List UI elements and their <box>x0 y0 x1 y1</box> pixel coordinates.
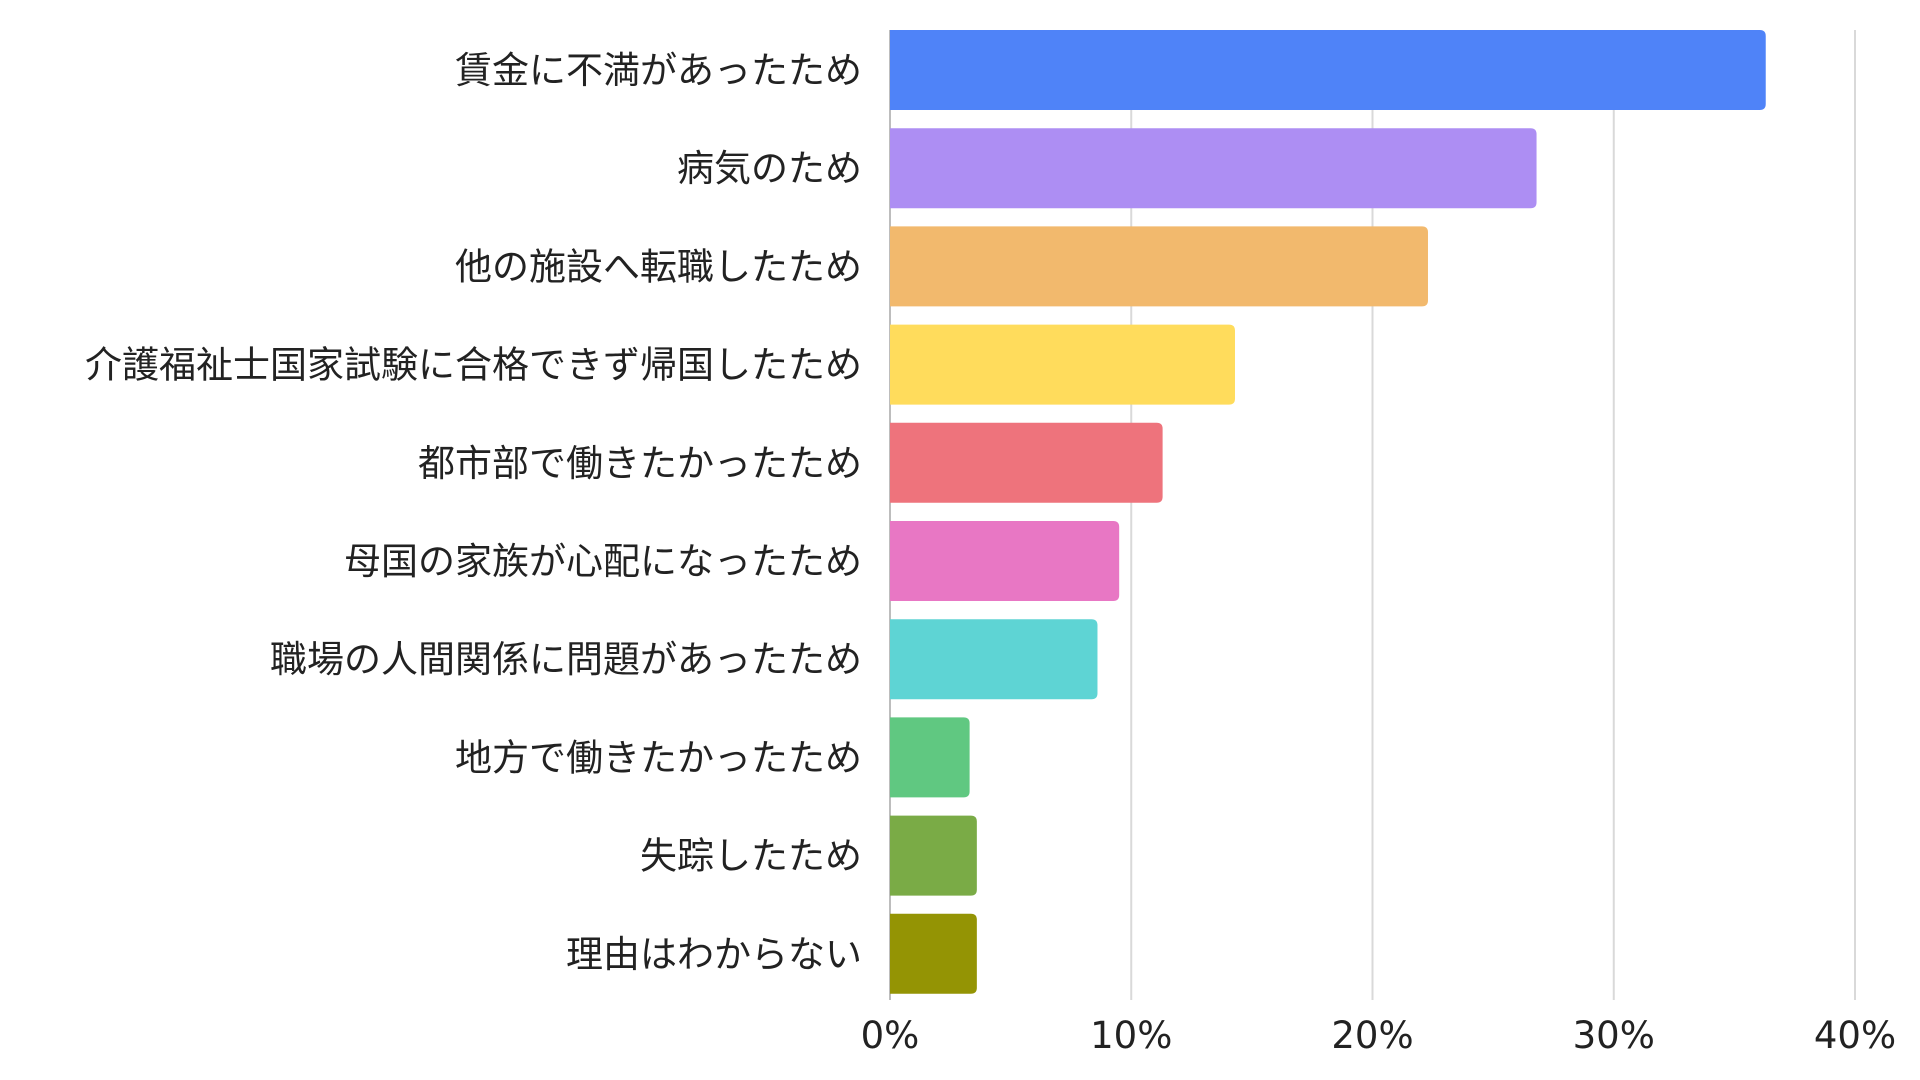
bar-6 <box>890 521 1120 601</box>
category-label-3: 他の施設へ転職したため <box>455 245 862 288</box>
bar-9 <box>890 815 977 896</box>
category-label-10: 理由はわからない <box>566 933 862 976</box>
bar-10 <box>890 913 977 994</box>
bar-1 <box>890 30 1766 110</box>
category-label-4: 介護福祉士国家試験に合格できず帰国したため <box>85 344 862 387</box>
x-tick-label-20: 20% <box>1331 1014 1413 1057</box>
bar-8 <box>890 717 970 798</box>
bar-5 <box>890 422 1163 503</box>
category-label-1: 賃金に不満があったため <box>455 49 862 92</box>
bars <box>890 30 1766 994</box>
x-tick-label-40: 40% <box>1814 1014 1896 1057</box>
category-label-6: 母国の家族が心配になったため <box>344 540 862 583</box>
bar-3 <box>890 226 1428 307</box>
x-tick-label-0: 0% <box>861 1014 920 1057</box>
category-labels: 賃金に不満があったため病気のため他の施設へ転職したため介護福祉士国家試験に合格で… <box>85 49 862 976</box>
bar-4 <box>890 324 1235 405</box>
category-label-5: 都市部で働きたかったため <box>418 442 862 485</box>
category-label-7: 職場の人間関係に問題があったため <box>270 638 862 681</box>
x-tick-label-30: 30% <box>1573 1014 1655 1057</box>
x-tick-labels: 0% 10% 20% 30% 40% <box>861 1014 1896 1057</box>
category-label-2: 病気のため <box>677 147 862 190</box>
category-label-9: 失踪したため <box>640 835 862 878</box>
bar-2 <box>890 128 1537 209</box>
bar-7 <box>890 619 1098 700</box>
category-label-8: 地方で働きたかったため <box>455 736 862 779</box>
x-tick-label-10: 10% <box>1090 1014 1172 1057</box>
